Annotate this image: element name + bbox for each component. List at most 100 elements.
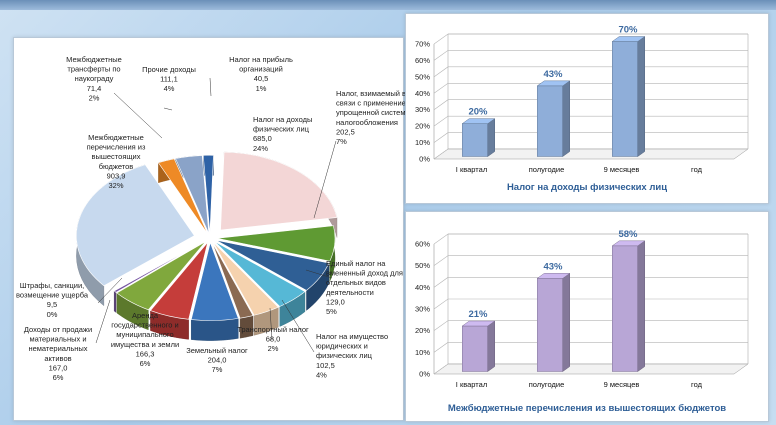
y-tick-label: 0% xyxy=(419,155,430,164)
pie-slice-label: Налог на прибыль организаций 40,5 1% xyxy=(229,55,293,93)
pie-slice xyxy=(113,240,205,293)
leader-line xyxy=(163,107,173,111)
bar-top xyxy=(611,36,646,42)
bar xyxy=(612,41,638,157)
pie-slice-side xyxy=(191,318,239,341)
gridline xyxy=(433,342,748,353)
bar-value-label: 20% xyxy=(468,107,488,118)
gridline xyxy=(433,298,748,310)
leader-line xyxy=(281,299,315,353)
pie-slice-label: Межбюджетные трансферты по наукограду 71,4 2… xyxy=(66,55,122,102)
y-tick-label: 10% xyxy=(415,348,430,357)
bar-value-label: 70% xyxy=(618,25,638,36)
gridline xyxy=(433,148,748,160)
y-tick-label: 60% xyxy=(415,240,430,249)
pie-slice-label: Транспортный налог 68,0 2% xyxy=(237,325,309,353)
bar-side xyxy=(562,272,570,372)
pie-chart-panel: Налог на доходы физических лиц 685,0 24% Нал… xyxy=(13,37,411,421)
bar-side xyxy=(637,240,645,372)
x-tick-label: 9 месяцев xyxy=(604,380,640,389)
bar-value-label: 43% xyxy=(543,69,563,80)
pie-slice-label: Доходы от продажи материальных и нематериа… xyxy=(24,325,92,382)
pie-slice xyxy=(212,241,279,316)
pie-slice xyxy=(116,241,206,311)
leader-line xyxy=(97,277,123,304)
pie-slice xyxy=(216,239,330,291)
pie-slice xyxy=(202,155,214,234)
bar-value-label: 43% xyxy=(543,261,563,272)
gridline xyxy=(433,363,748,375)
bar-side xyxy=(487,118,495,157)
bar xyxy=(537,85,563,157)
pie-slice xyxy=(220,151,338,231)
y-tick-label: 30% xyxy=(415,105,430,114)
bar-side xyxy=(562,80,570,157)
bar-chart-1: 0% 10% 20% 30% 40% 50% 60% 70% 20% I квартал 43% по… xyxy=(415,25,749,193)
y-tick-label: 20% xyxy=(415,122,430,131)
y-tick-label: 40% xyxy=(415,89,430,98)
pie-slice-label: Прочие доходы 111,1 4% xyxy=(142,65,196,93)
pie-slice-label: Штрафы, санкции, возмещение ущерба 9,5 0% xyxy=(16,281,89,319)
pie-chart: Налог на доходы физических лиц 685,0 24% Нал… xyxy=(16,55,411,382)
y-tick-label: 60% xyxy=(415,56,430,65)
bar xyxy=(462,325,488,372)
x-tick-label: полугодие xyxy=(529,165,565,174)
pie-slice xyxy=(149,242,208,320)
y-tick-label: 50% xyxy=(415,261,430,270)
x-tick-label: год xyxy=(691,165,703,174)
y-tick-label: 40% xyxy=(415,283,430,292)
bar-side xyxy=(637,36,645,157)
pie-slice xyxy=(76,164,195,287)
gridline xyxy=(433,50,748,61)
bar-chart-panel-2: 0% 10% 20% 30% 40% 50% 60% 21% I квартал 43% полуг… xyxy=(405,211,769,422)
gridline xyxy=(433,99,748,110)
leader-line xyxy=(313,140,337,219)
pie-slice xyxy=(216,225,336,262)
gridline xyxy=(433,115,748,127)
bar-top xyxy=(461,320,496,327)
bar xyxy=(537,278,563,372)
pie-slice xyxy=(211,242,254,319)
gridline xyxy=(433,132,748,143)
x-tick-label: I квартал xyxy=(456,165,487,174)
leader-line xyxy=(95,299,111,344)
chart-title: Налог на доходы физических лиц xyxy=(507,182,667,193)
bar-value-label: 21% xyxy=(468,309,488,320)
top-bar xyxy=(0,0,776,10)
pie-slice-label: Налог на имущество юридических и физически… xyxy=(316,332,388,379)
y-tick-label: 20% xyxy=(415,326,430,335)
leader-line xyxy=(269,307,273,341)
gridline xyxy=(433,277,748,288)
leader-line xyxy=(113,92,163,139)
pie-slice-label: Налог на доходы физических лиц 685,0 24% xyxy=(253,115,312,153)
pie-slice-label: Единый налог на вмененный доход для отдель… xyxy=(326,259,403,316)
bar-top xyxy=(611,240,646,247)
y-tick-label: 0% xyxy=(419,370,430,379)
leader-line xyxy=(209,77,212,97)
bar-value-label: 58% xyxy=(618,229,638,240)
gridline xyxy=(433,233,748,245)
pie-slice-label: Аренда государственного и муниципального им… xyxy=(111,311,179,368)
gridline xyxy=(433,66,748,78)
pie-slice-label: Земельный налог 204,0 7% xyxy=(186,346,248,374)
gridline xyxy=(433,320,748,331)
gridline xyxy=(433,82,748,94)
pie-slice-label: Межбюджетные перечисления из вышестоящих бю… xyxy=(87,133,146,190)
chart-title: Межбюджетные перечисления из вышестоящих… xyxy=(448,403,726,414)
x-tick-label: год xyxy=(691,380,703,389)
x-tick-label: 9 месяцев xyxy=(604,165,640,174)
bar-chart-2: 0% 10% 20% 30% 40% 50% 60% 21% I квартал 43% полуг… xyxy=(415,229,749,414)
pie-slice xyxy=(157,158,208,234)
bar-side xyxy=(487,320,495,372)
bar-top xyxy=(536,273,571,279)
y-tick-label: 70% xyxy=(415,40,430,49)
bar xyxy=(462,123,488,157)
bar-chart-panel-1: 0% 10% 20% 30% 40% 50% 60% 70% 20% I квартал 43% по… xyxy=(405,13,769,204)
x-tick-label: полугодие xyxy=(529,380,565,389)
y-tick-label: 30% xyxy=(415,305,430,314)
x-tick-label: I квартал xyxy=(456,380,487,389)
pie-slice-label: Налог, взимаемый в связи с применением упр… xyxy=(336,89,411,146)
leader-line xyxy=(305,269,333,279)
y-tick-label: 50% xyxy=(415,72,430,81)
y-tick-label: 10% xyxy=(415,138,430,147)
